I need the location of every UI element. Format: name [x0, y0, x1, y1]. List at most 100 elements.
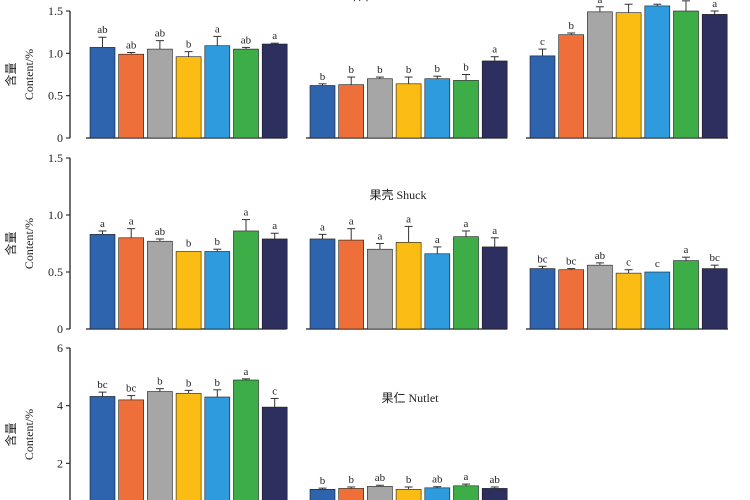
significance-letter: a: [272, 30, 277, 42]
y-tick-label: 1.0: [48, 208, 63, 222]
bar: [175, 251, 202, 330]
significance-letter: a: [597, 0, 602, 6]
y-axis-label: Content/%: [22, 409, 36, 460]
bar: [558, 269, 585, 330]
bar: [424, 487, 451, 500]
bar: [118, 237, 144, 330]
bar: [233, 230, 259, 330]
significance-letter: a: [320, 221, 325, 233]
bar: [233, 379, 259, 500]
significance-letter: ab: [126, 39, 137, 51]
panel-title: 果壳 Shuck: [369, 188, 426, 202]
bar: [424, 78, 451, 139]
bar: [147, 391, 173, 500]
bar: [701, 14, 728, 139]
significance-letter: b: [348, 64, 354, 76]
bar: [558, 34, 585, 139]
significance-letter: b: [406, 64, 412, 76]
y-tick-label: 0: [57, 131, 63, 145]
bar: [395, 488, 422, 500]
significance-letter: a: [492, 225, 497, 237]
bar: [175, 392, 202, 500]
significance-letter: b: [186, 237, 192, 249]
y-axis-label: Content/%: [22, 49, 36, 100]
significance-letter: c: [655, 258, 660, 270]
significance-letter: c: [540, 36, 545, 48]
panel-title: 果仁 Nutlet: [382, 391, 440, 405]
significance-letter: a: [377, 231, 382, 243]
bar: [424, 253, 451, 330]
bar: [147, 240, 173, 330]
significance-letter: a: [215, 23, 220, 35]
bar: [644, 5, 671, 139]
bar: [204, 396, 231, 500]
significance-letter: bc: [537, 253, 548, 265]
bar: [481, 60, 508, 139]
bar: [529, 268, 556, 330]
significance-letter: b: [463, 62, 469, 74]
significance-letter: a: [492, 44, 497, 56]
significance-letter: a: [406, 213, 411, 225]
y-axis-label: 含量: [3, 422, 18, 446]
y-axis-label: Content/%: [22, 218, 36, 269]
significance-letter: a: [684, 244, 689, 256]
y-tick-label: 1.5: [48, 151, 63, 165]
bar: [367, 486, 393, 500]
bar: [118, 399, 144, 500]
bar: [261, 43, 288, 139]
significance-letter: a: [464, 471, 469, 483]
bar: [615, 272, 642, 330]
bar: [89, 396, 116, 500]
y-axis-label: 含量: [3, 231, 18, 255]
bar: [395, 83, 422, 139]
significance-letter: bc: [710, 252, 721, 264]
significance-letter: c: [272, 385, 277, 397]
significance-letter: b: [568, 20, 574, 32]
significance-letter: c: [626, 257, 631, 269]
significance-letter: b: [157, 376, 163, 388]
significance-letter: a: [712, 0, 717, 10]
bar: [453, 236, 479, 330]
bar: [89, 47, 116, 139]
significance-letter: a: [244, 366, 249, 378]
bar: [309, 85, 336, 139]
significance-letter: b: [406, 474, 412, 486]
y-tick-label: 0.5: [48, 265, 63, 279]
bar: [261, 238, 288, 330]
significance-letter: a: [272, 220, 277, 232]
panel-title: 叶片 Branch and leaf: [347, 0, 450, 3]
significance-letter: ab: [241, 34, 252, 46]
significance-letter: a: [129, 216, 134, 228]
bar: [615, 12, 642, 139]
bar: [673, 10, 699, 139]
y-tick-label: 0: [57, 322, 63, 336]
bar: [367, 248, 393, 330]
bar: [261, 406, 288, 500]
significance-letter: bc: [126, 383, 137, 395]
bar: [309, 238, 336, 330]
significance-letter: ab: [432, 474, 443, 486]
bar: [395, 242, 422, 330]
bar: [175, 56, 202, 139]
significance-letter: ab: [97, 24, 108, 36]
bar: [118, 53, 144, 139]
significance-letter: b: [186, 39, 192, 51]
significance-letter: ab: [595, 250, 606, 262]
significance-letter: b: [348, 474, 354, 486]
bar: [338, 84, 365, 139]
significance-letter: bc: [97, 379, 108, 391]
bar: [453, 485, 479, 500]
significance-letter: b: [320, 71, 326, 83]
significance-letter: ab: [490, 474, 501, 486]
significance-letter: a: [100, 218, 105, 230]
bar: [673, 260, 699, 330]
bar: [481, 488, 508, 500]
y-tick-label: 6: [57, 341, 63, 355]
y-tick-label: 1.0: [48, 46, 63, 60]
significance-letter: ab: [155, 28, 166, 40]
bar: [338, 239, 365, 330]
bar: [367, 78, 393, 139]
significance-letter: a: [655, 0, 660, 3]
significance-letter: bc: [566, 256, 577, 268]
